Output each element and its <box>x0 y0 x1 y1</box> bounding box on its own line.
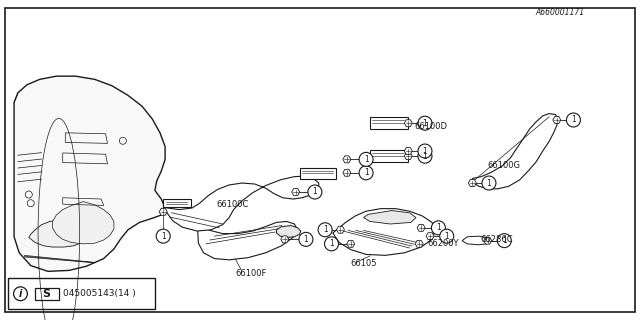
Polygon shape <box>333 209 435 255</box>
Text: 045005143(14 ): 045005143(14 ) <box>63 289 136 298</box>
Polygon shape <box>343 156 351 163</box>
Text: 66286C: 66286C <box>480 235 513 244</box>
Text: 1: 1 <box>571 116 576 124</box>
Circle shape <box>359 166 373 180</box>
Circle shape <box>156 229 170 243</box>
Polygon shape <box>14 76 165 271</box>
Text: 66105: 66105 <box>351 259 377 268</box>
Text: 1: 1 <box>502 236 507 245</box>
Text: 1: 1 <box>486 179 492 188</box>
Polygon shape <box>52 202 114 244</box>
Text: 66100F: 66100F <box>236 269 267 278</box>
Text: 1: 1 <box>422 147 428 156</box>
Polygon shape <box>417 224 425 231</box>
Text: 66100C: 66100C <box>216 200 249 209</box>
Polygon shape <box>404 120 412 127</box>
Text: 1: 1 <box>303 235 308 244</box>
Text: 1: 1 <box>364 155 369 164</box>
Circle shape <box>308 185 322 199</box>
Polygon shape <box>553 116 561 124</box>
Polygon shape <box>29 220 88 247</box>
Text: 1: 1 <box>329 239 334 248</box>
Text: 1: 1 <box>436 223 441 232</box>
Polygon shape <box>163 199 191 207</box>
Circle shape <box>318 223 332 237</box>
Text: 1: 1 <box>161 232 166 241</box>
Circle shape <box>497 234 511 248</box>
Text: 1: 1 <box>422 119 428 128</box>
Text: A660001171: A660001171 <box>536 8 584 17</box>
Circle shape <box>418 116 432 130</box>
Text: 1: 1 <box>364 168 369 177</box>
Polygon shape <box>163 176 319 231</box>
Polygon shape <box>300 168 336 179</box>
Polygon shape <box>159 208 167 215</box>
Text: S: S <box>43 289 51 299</box>
Text: 1: 1 <box>312 188 317 196</box>
Text: 1: 1 <box>422 152 428 161</box>
Polygon shape <box>364 211 416 224</box>
Text: 1: 1 <box>323 225 328 234</box>
Text: 1: 1 <box>444 232 449 241</box>
Polygon shape <box>197 220 298 260</box>
Polygon shape <box>281 236 289 243</box>
Circle shape <box>440 229 454 243</box>
Circle shape <box>418 149 432 163</box>
Polygon shape <box>370 117 408 129</box>
Polygon shape <box>415 240 423 247</box>
Polygon shape <box>343 169 351 176</box>
Polygon shape <box>370 150 408 162</box>
Polygon shape <box>468 180 476 187</box>
Circle shape <box>431 221 445 235</box>
Polygon shape <box>292 188 300 196</box>
Circle shape <box>299 232 313 246</box>
Polygon shape <box>276 226 301 237</box>
Circle shape <box>566 113 580 127</box>
Polygon shape <box>426 233 434 240</box>
Polygon shape <box>347 240 355 247</box>
Text: 66100D: 66100D <box>415 122 448 131</box>
Polygon shape <box>484 237 492 244</box>
Polygon shape <box>404 153 412 160</box>
Polygon shape <box>337 226 344 233</box>
Text: 66100G: 66100G <box>488 161 521 170</box>
Polygon shape <box>404 148 412 155</box>
Circle shape <box>418 144 432 158</box>
Text: 66200Y: 66200Y <box>428 239 459 248</box>
Circle shape <box>359 152 373 166</box>
Polygon shape <box>472 114 558 189</box>
Text: i: i <box>19 289 22 299</box>
Circle shape <box>482 176 496 190</box>
Circle shape <box>324 237 339 251</box>
Polygon shape <box>462 236 490 245</box>
